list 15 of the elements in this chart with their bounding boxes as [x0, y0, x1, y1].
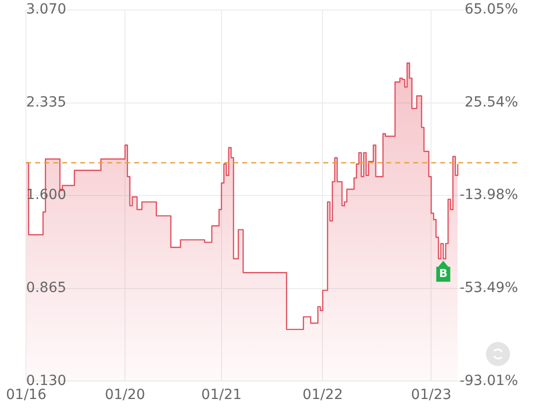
y-tick-label: 0.130 — [26, 372, 66, 389]
y2-tick-label: -13.98% — [460, 187, 518, 204]
y-tick-label: 2.335 — [26, 94, 66, 110]
x-tick-label: 01/20 — [104, 387, 146, 404]
x-tick-label: 01/22 — [302, 387, 343, 404]
y-tick-label: 3.070 — [26, 2, 66, 18]
y2-tick-label: -53.49% — [460, 280, 518, 296]
x-tick-label: 01/23 — [411, 387, 452, 404]
x-tick-label: 01/16 — [6, 387, 46, 404]
annotation: B — [439, 267, 448, 280]
y2-tick-label: -93.01% — [460, 372, 518, 389]
y2-tick-label: 65.05% — [464, 2, 518, 18]
y-tick-label: 0.865 — [26, 280, 66, 296]
y2-tick-label: 25.54% — [464, 94, 518, 110]
x-tick-label: 01/21 — [201, 387, 242, 404]
